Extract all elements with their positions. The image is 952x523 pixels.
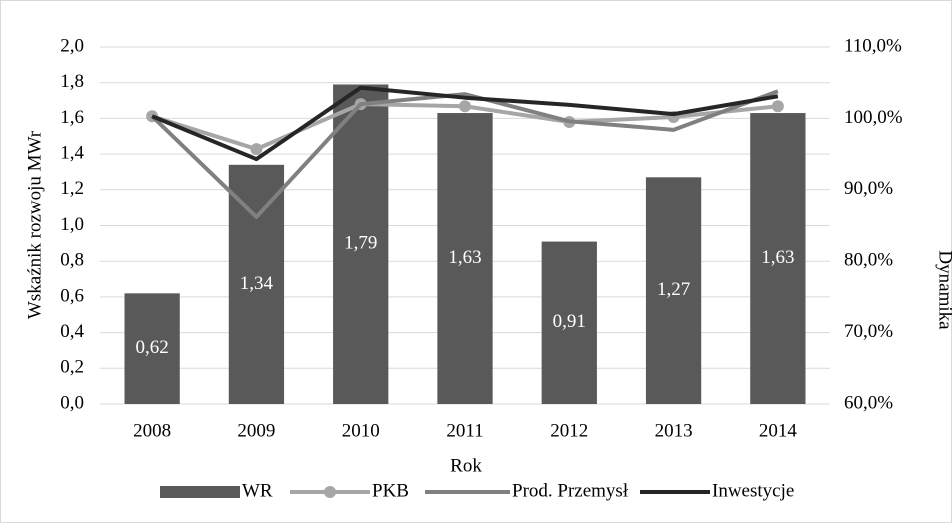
legend-label: PKB [372, 480, 409, 501]
bar [437, 113, 493, 405]
line-marker [459, 100, 471, 113]
data-label: 0,91 [553, 311, 586, 332]
legend-swatch [160, 486, 240, 498]
y-tick-label: 1,8 [60, 71, 84, 92]
x-tick-label: 2014 [759, 420, 798, 441]
data-label: 1,34 [240, 273, 274, 294]
y-tick-label: 0,2 [60, 357, 84, 378]
x-tick-label: 2010 [342, 420, 380, 441]
y-tick-label: 0,6 [60, 285, 84, 306]
data-label: 1,63 [761, 247, 794, 268]
bar [333, 84, 389, 405]
line [151, 85, 779, 162]
y-tick-label: 1,0 [60, 214, 84, 235]
y2-tick-label: 90,0% [844, 178, 893, 199]
y2-tick-label: 80,0% [844, 250, 893, 271]
x-axis-label: Rok [450, 455, 482, 476]
data-label: 1,79 [344, 233, 377, 254]
bar [124, 293, 180, 404]
y-tick-label: 1,6 [60, 107, 84, 128]
y2-tick-label: 110,0% [844, 35, 902, 56]
data-label: 1,63 [448, 247, 481, 268]
x-tick-label: 2008 [133, 420, 171, 441]
y2-axis-label: Dynamika [935, 250, 952, 330]
y-tick-label: 2,0 [60, 35, 84, 56]
bar [645, 177, 702, 404]
y2-tick-label: 100,0% [844, 107, 903, 128]
x-tick-label: 2009 [237, 420, 275, 441]
y-axis-label: Wskaźnik rozwoju MWr [24, 130, 45, 319]
y-tick-label: 1,2 [60, 178, 84, 199]
legend-label: Inwestycje [712, 480, 794, 501]
line-marker [771, 100, 784, 113]
y-tick-label: 0,8 [60, 250, 84, 271]
y-tick-label: 1,4 [60, 142, 84, 163]
x-tick-label: 2013 [655, 420, 693, 441]
y2-tick-label: 70,0% [844, 321, 893, 342]
data-label: 0,62 [136, 337, 169, 358]
bar [541, 241, 597, 404]
legend-label: WR [242, 480, 273, 501]
bar [228, 164, 285, 404]
data-label: 1,27 [657, 279, 690, 300]
y2-tick-label: 60,0% [844, 392, 893, 413]
legend-marker [324, 486, 336, 498]
line [150, 89, 779, 219]
x-tick-label: 2011 [446, 420, 483, 441]
x-tick-label: 2012 [550, 420, 588, 441]
legend-label: Prod. Przemysł [512, 480, 629, 501]
bar [750, 113, 806, 405]
line-marker [250, 143, 263, 156]
y-tick-label: 0,0 [60, 392, 84, 413]
y-tick-label: 0,4 [60, 321, 84, 342]
